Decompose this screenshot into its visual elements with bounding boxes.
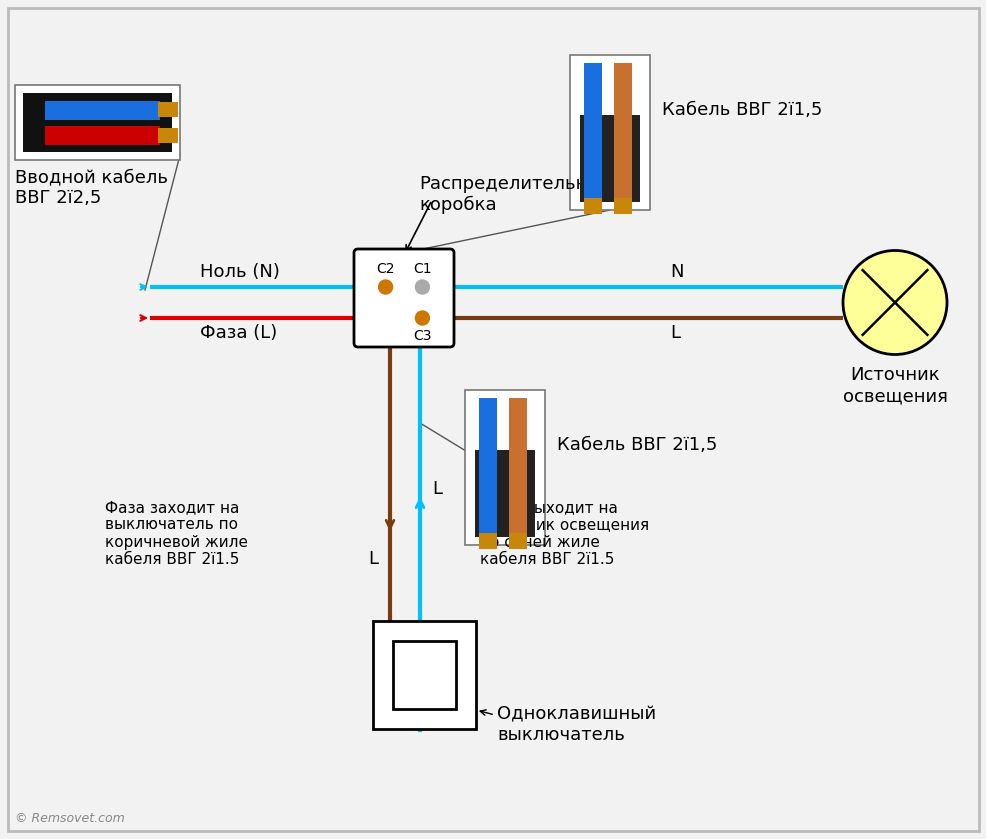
Bar — [45, 101, 160, 119]
Circle shape — [415, 311, 429, 325]
Text: © Remsovet.com: © Remsovet.com — [15, 812, 124, 825]
Bar — [509, 398, 527, 535]
Bar — [580, 115, 639, 202]
Bar — [474, 450, 534, 537]
Text: Источник
освещения: Источник освещения — [842, 367, 947, 405]
Bar — [478, 398, 497, 535]
Text: L: L — [669, 324, 679, 342]
Bar — [570, 55, 650, 210]
Text: C2: C2 — [376, 262, 394, 276]
Bar — [15, 85, 179, 160]
Text: Кабель ВВГ 2ї1,5: Кабель ВВГ 2ї1,5 — [556, 436, 717, 454]
Circle shape — [379, 280, 392, 294]
Bar — [158, 128, 177, 143]
Text: Кабель ВВГ 2ї1,5: Кабель ВВГ 2ї1,5 — [662, 101, 821, 119]
Text: Распределительная
коробка: Распределительная коробка — [419, 175, 608, 214]
Text: N: N — [669, 263, 683, 281]
Bar — [584, 198, 601, 214]
Text: Фаза заходит на
выключатель по
коричневой жиле
кабеля ВВГ 2ї1.5: Фаза заходит на выключатель по коричнево… — [105, 500, 247, 567]
Text: L: L — [368, 550, 378, 568]
Circle shape — [842, 251, 946, 355]
Bar — [392, 641, 456, 709]
Bar — [373, 621, 475, 729]
Text: Фаза (L): Фаза (L) — [200, 324, 277, 342]
Text: Фаза выходит на
источник освещения
по синей жиле
кабеля ВВГ 2ї1.5: Фаза выходит на источник освещения по си… — [479, 500, 649, 567]
Bar — [464, 390, 544, 545]
Bar — [584, 63, 601, 200]
Text: C3: C3 — [413, 329, 431, 343]
FancyBboxPatch shape — [354, 249, 454, 347]
Bar — [613, 198, 631, 214]
Circle shape — [415, 280, 429, 294]
Bar — [478, 533, 497, 549]
Text: Одноклавишный
выключатель: Одноклавишный выключатель — [497, 705, 656, 744]
Bar — [509, 533, 527, 549]
Text: Вводной кабель
ВВГ 2ї2,5: Вводной кабель ВВГ 2ї2,5 — [15, 168, 168, 206]
Bar — [23, 93, 172, 152]
Text: C1: C1 — [413, 262, 431, 276]
Text: L: L — [432, 480, 442, 498]
Bar — [158, 102, 177, 117]
Bar — [45, 126, 160, 144]
Text: Ноль (N): Ноль (N) — [200, 263, 280, 281]
Bar — [613, 63, 631, 200]
